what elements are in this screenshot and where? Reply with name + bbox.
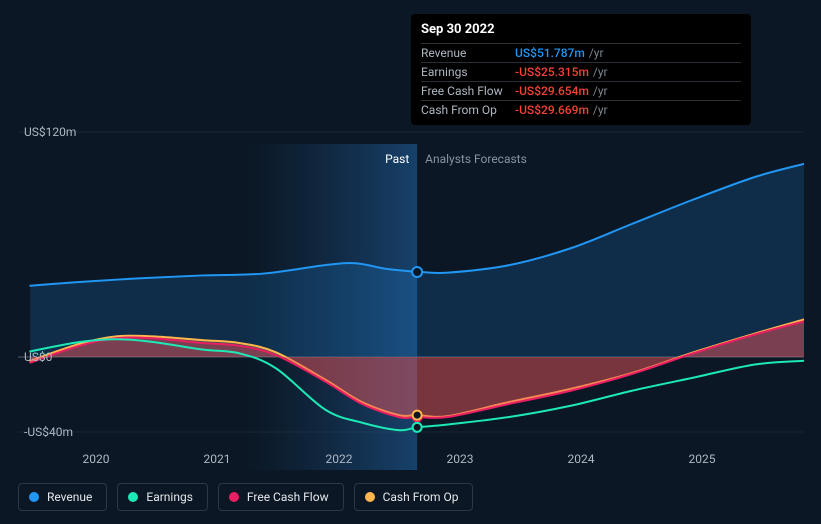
tooltip-row-suffix: /yr	[593, 84, 608, 98]
legend-item-fcf[interactable]: Free Cash Flow	[218, 483, 344, 511]
x-tick-label: 2022	[326, 452, 353, 466]
tooltip-row-value: US$51.787m	[515, 46, 585, 60]
legend-swatch	[365, 492, 375, 502]
tooltip-row-value: -US$29.669m	[515, 103, 589, 117]
tooltip-row-label: Free Cash Flow	[421, 84, 515, 98]
tooltip: Sep 30 2022 RevenueUS$51.787m/yrEarnings…	[411, 14, 751, 125]
tooltip-row-label: Earnings	[421, 65, 515, 79]
legend-item-revenue[interactable]: Revenue	[18, 483, 107, 511]
tooltip-row-value: -US$29.654m	[515, 84, 589, 98]
legend-label: Free Cash Flow	[247, 490, 329, 504]
legend-swatch	[128, 492, 138, 502]
legend-label: Revenue	[47, 490, 92, 504]
tooltip-row-suffix: /yr	[593, 65, 608, 79]
tooltip-row-value: -US$25.315m	[515, 65, 589, 79]
tooltip-row: Earnings-US$25.315m/yr	[421, 62, 741, 81]
tooltip-row: Cash From Op-US$29.669m/yr	[421, 100, 741, 119]
tooltip-row-label: Cash From Op	[421, 103, 515, 117]
tooltip-row: RevenueUS$51.787m/yr	[421, 43, 741, 62]
past-label: Past	[385, 152, 409, 166]
tooltip-row-suffix: /yr	[593, 103, 608, 117]
x-tick-label: 2024	[568, 452, 595, 466]
x-tick-label: 2023	[447, 452, 474, 466]
tooltip-row-suffix: /yr	[589, 46, 604, 60]
x-tick-label: 2020	[83, 452, 110, 466]
x-tick-label: 2025	[689, 452, 716, 466]
y-tick-label: US$120m	[24, 125, 76, 139]
x-tick-label: 2021	[204, 452, 231, 466]
x-axis-labels: 2020 2021 2022 2023 2024 2025	[18, 452, 804, 472]
legend-swatch	[229, 492, 239, 502]
y-tick-label: US$0	[24, 350, 52, 364]
legend-label: Cash From Op	[383, 490, 459, 504]
legend-item-cfo[interactable]: Cash From Op	[354, 483, 474, 511]
tooltip-row-label: Revenue	[421, 46, 515, 60]
legend-label: Earnings	[146, 490, 193, 504]
legend-swatch	[29, 492, 39, 502]
y-tick-label: -US$40m	[24, 425, 73, 439]
forecast-label: Analysts Forecasts	[425, 152, 527, 166]
legend-item-earnings[interactable]: Earnings	[117, 483, 208, 511]
tooltip-row: Free Cash Flow-US$29.654m/yr	[421, 81, 741, 100]
tooltip-date: Sep 30 2022	[421, 22, 741, 37]
legend: Revenue Earnings Free Cash Flow Cash From O…	[18, 483, 473, 511]
